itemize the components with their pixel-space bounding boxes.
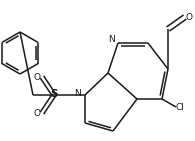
Text: O: O	[186, 13, 193, 21]
Text: N: N	[74, 90, 81, 99]
Text: S: S	[50, 89, 58, 99]
Text: Cl: Cl	[176, 103, 185, 113]
Text: N: N	[108, 36, 115, 45]
Text: O: O	[33, 109, 40, 117]
Text: O: O	[33, 72, 40, 81]
